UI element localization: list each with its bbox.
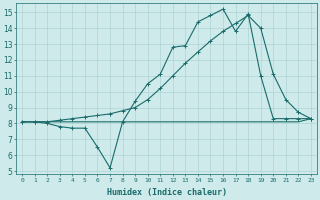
X-axis label: Humidex (Indice chaleur): Humidex (Indice chaleur) [107,188,227,197]
